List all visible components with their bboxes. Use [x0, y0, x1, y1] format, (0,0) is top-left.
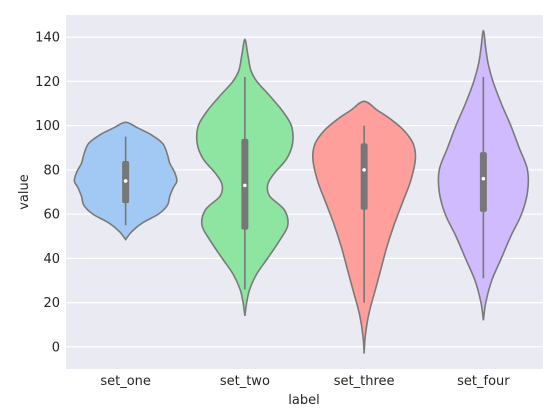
y-tick-label: 120 — [35, 75, 60, 90]
violin-set-one — [73, 121, 178, 241]
x-axis-label: label — [288, 393, 319, 408]
violin-set-three — [311, 100, 417, 354]
y-tick-label: 100 — [35, 119, 60, 134]
y-tick-labels: 0 20 40 60 80 100 120 140 — [35, 31, 60, 356]
violin-median — [243, 183, 247, 188]
x-tick-label: set_one — [100, 374, 151, 389]
y-tick-label: 60 — [43, 208, 60, 223]
y-tick-label: 80 — [43, 163, 60, 178]
violin-median — [481, 176, 486, 181]
x-tick-label: set_two — [220, 374, 270, 389]
violins — [73, 29, 530, 354]
y-tick-label: 0 — [52, 340, 60, 355]
violin-iqr-box — [479, 152, 487, 212]
x-tick-label: set_three — [334, 374, 395, 389]
x-tick-labels: set_one set_two set_three set_four — [100, 374, 510, 389]
violin-median — [123, 179, 128, 183]
y-tick-label: 20 — [43, 296, 60, 311]
violin-set-four — [437, 29, 530, 321]
violin-iqr-box — [360, 143, 368, 210]
x-tick-label: set_four — [457, 374, 510, 389]
violin-set-two — [195, 38, 294, 317]
y-tick-label: 140 — [35, 31, 60, 46]
y-axis-label: value — [17, 174, 32, 210]
y-tick-label: 40 — [43, 252, 60, 267]
violin-median — [362, 168, 366, 172]
